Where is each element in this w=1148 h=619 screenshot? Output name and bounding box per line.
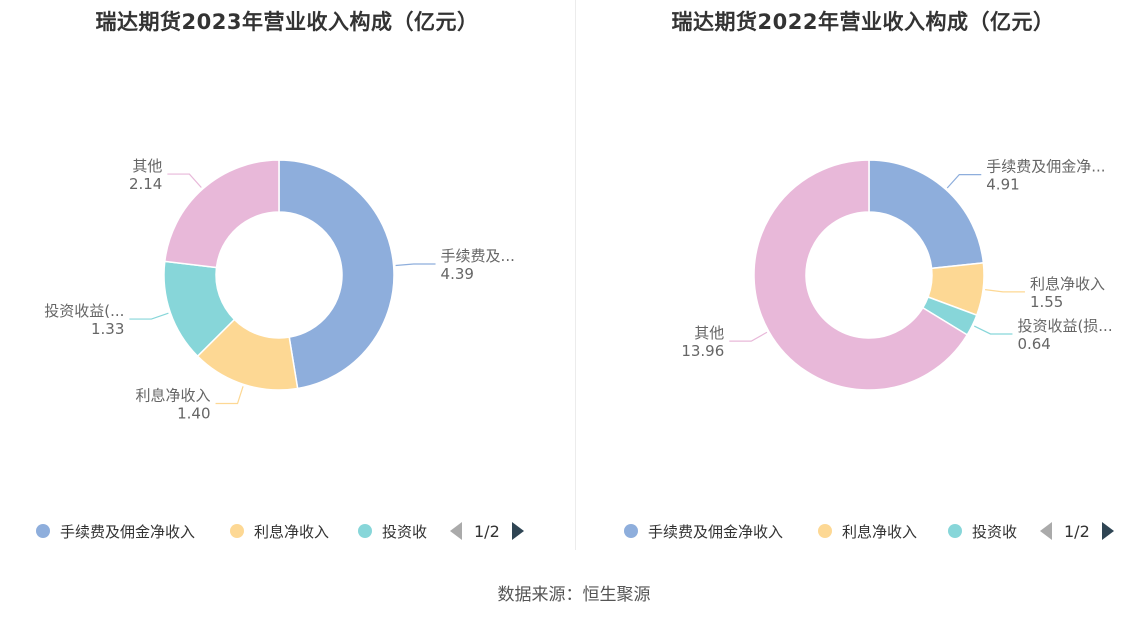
legend-item-interest[interactable]: 利息净收入 [230, 518, 329, 544]
data-source: 数据来源：恒生聚源 [497, 585, 651, 605]
leader-line-interest [985, 289, 1025, 293]
slice-value-other: 2.14 [129, 175, 162, 193]
legend-dot-fee [624, 524, 638, 538]
slice-fee[interactable] [278, 159, 395, 390]
slice-label-fee: 手续费及佣金净... [986, 158, 1105, 176]
chart-panel-2022: 瑞达期货2022年营业收入构成（亿元） 手续费及佣金净... 4.91 利息净收入 1… [576, 0, 1148, 550]
legend-dot-investment [358, 524, 372, 538]
slice-value-fee: 4.39 [441, 265, 474, 283]
leader-line-fee [395, 263, 436, 267]
slice-label-fee: 手续费及... [441, 247, 515, 265]
slice-value-other: 13.96 [681, 342, 724, 360]
slice-label-other: 其他 [132, 157, 162, 175]
legend-label: 手续费及佣金净收入 [648, 522, 784, 541]
legend-label: 手续费及佣金净收入 [60, 522, 196, 541]
slice-other[interactable] [163, 159, 280, 269]
leader-line-investment [129, 312, 169, 320]
leader-line-other [167, 173, 202, 188]
legend-page-number: 1/2 [474, 521, 500, 541]
slice-label-interest: 利息净收入 [1030, 275, 1105, 293]
legend-label: 投资收 [972, 522, 1018, 541]
legend-item-fee[interactable]: 手续费及佣金净收入 [36, 518, 195, 544]
chart-title: 瑞达期货2022年营业收入构成（亿元） [671, 10, 1055, 34]
legend-pager: 1/2 [450, 518, 524, 544]
chart-title: 瑞达期货2023年营业收入构成（亿元） [95, 10, 479, 34]
slice-label-other: 其他 [694, 324, 724, 342]
legend-dot-fee [36, 524, 50, 538]
slice-label-investment: 投资收益(... [44, 302, 124, 320]
legend-dot-interest [818, 524, 832, 538]
legend-item-investment[interactable]: 投资收 [948, 518, 1017, 544]
slice-value-investment: 1.33 [91, 320, 124, 338]
chart-panel-2023: 瑞达期货2023年营业收入构成（亿元） 手续费及... 4.39 利息净收入 1.40… [0, 0, 574, 550]
legend-pager: 1/2 [1040, 518, 1114, 544]
slice-fee[interactable] [868, 159, 985, 270]
leader-line-other [729, 331, 768, 342]
legend-item-interest[interactable]: 利息净收入 [818, 518, 917, 544]
legend-label: 利息净收入 [254, 522, 330, 541]
leader-line-investment [973, 325, 1013, 335]
legend-prev-arrow-icon[interactable] [1040, 522, 1052, 540]
legend-dot-interest [230, 524, 244, 538]
slice-label-investment: 投资收益(损... [1017, 317, 1112, 335]
chart-legend: 手续费及佣金净收入 利息净收入 投资收 1/2 [0, 518, 574, 546]
slice-value-interest: 1.55 [1030, 293, 1063, 311]
slice-value-fee: 4.91 [986, 176, 1019, 194]
panel-divider [575, 0, 576, 550]
leader-line-interest [215, 386, 244, 405]
legend-item-fee[interactable]: 手续费及佣金净收入 [624, 518, 783, 544]
slice-value-interest: 1.40 [177, 404, 210, 422]
legend-label: 利息净收入 [842, 522, 918, 541]
legend-dot-investment [948, 524, 962, 538]
legend-label: 投资收 [382, 522, 428, 541]
slice-value-investment: 0.64 [1017, 335, 1050, 353]
legend-item-investment[interactable]: 投资收 [358, 518, 427, 544]
slice-other[interactable] [753, 159, 969, 391]
leader-line-fee [946, 174, 982, 189]
legend-prev-arrow-icon[interactable] [450, 522, 462, 540]
chart-legend: 手续费及佣金净收入 利息净收入 投资收 1/2 [576, 518, 1148, 546]
slice-label-interest: 利息净收入 [136, 386, 211, 404]
legend-next-arrow-icon[interactable] [511, 522, 524, 540]
legend-page-number: 1/2 [1064, 521, 1090, 541]
legend-next-arrow-icon[interactable] [1101, 522, 1114, 540]
